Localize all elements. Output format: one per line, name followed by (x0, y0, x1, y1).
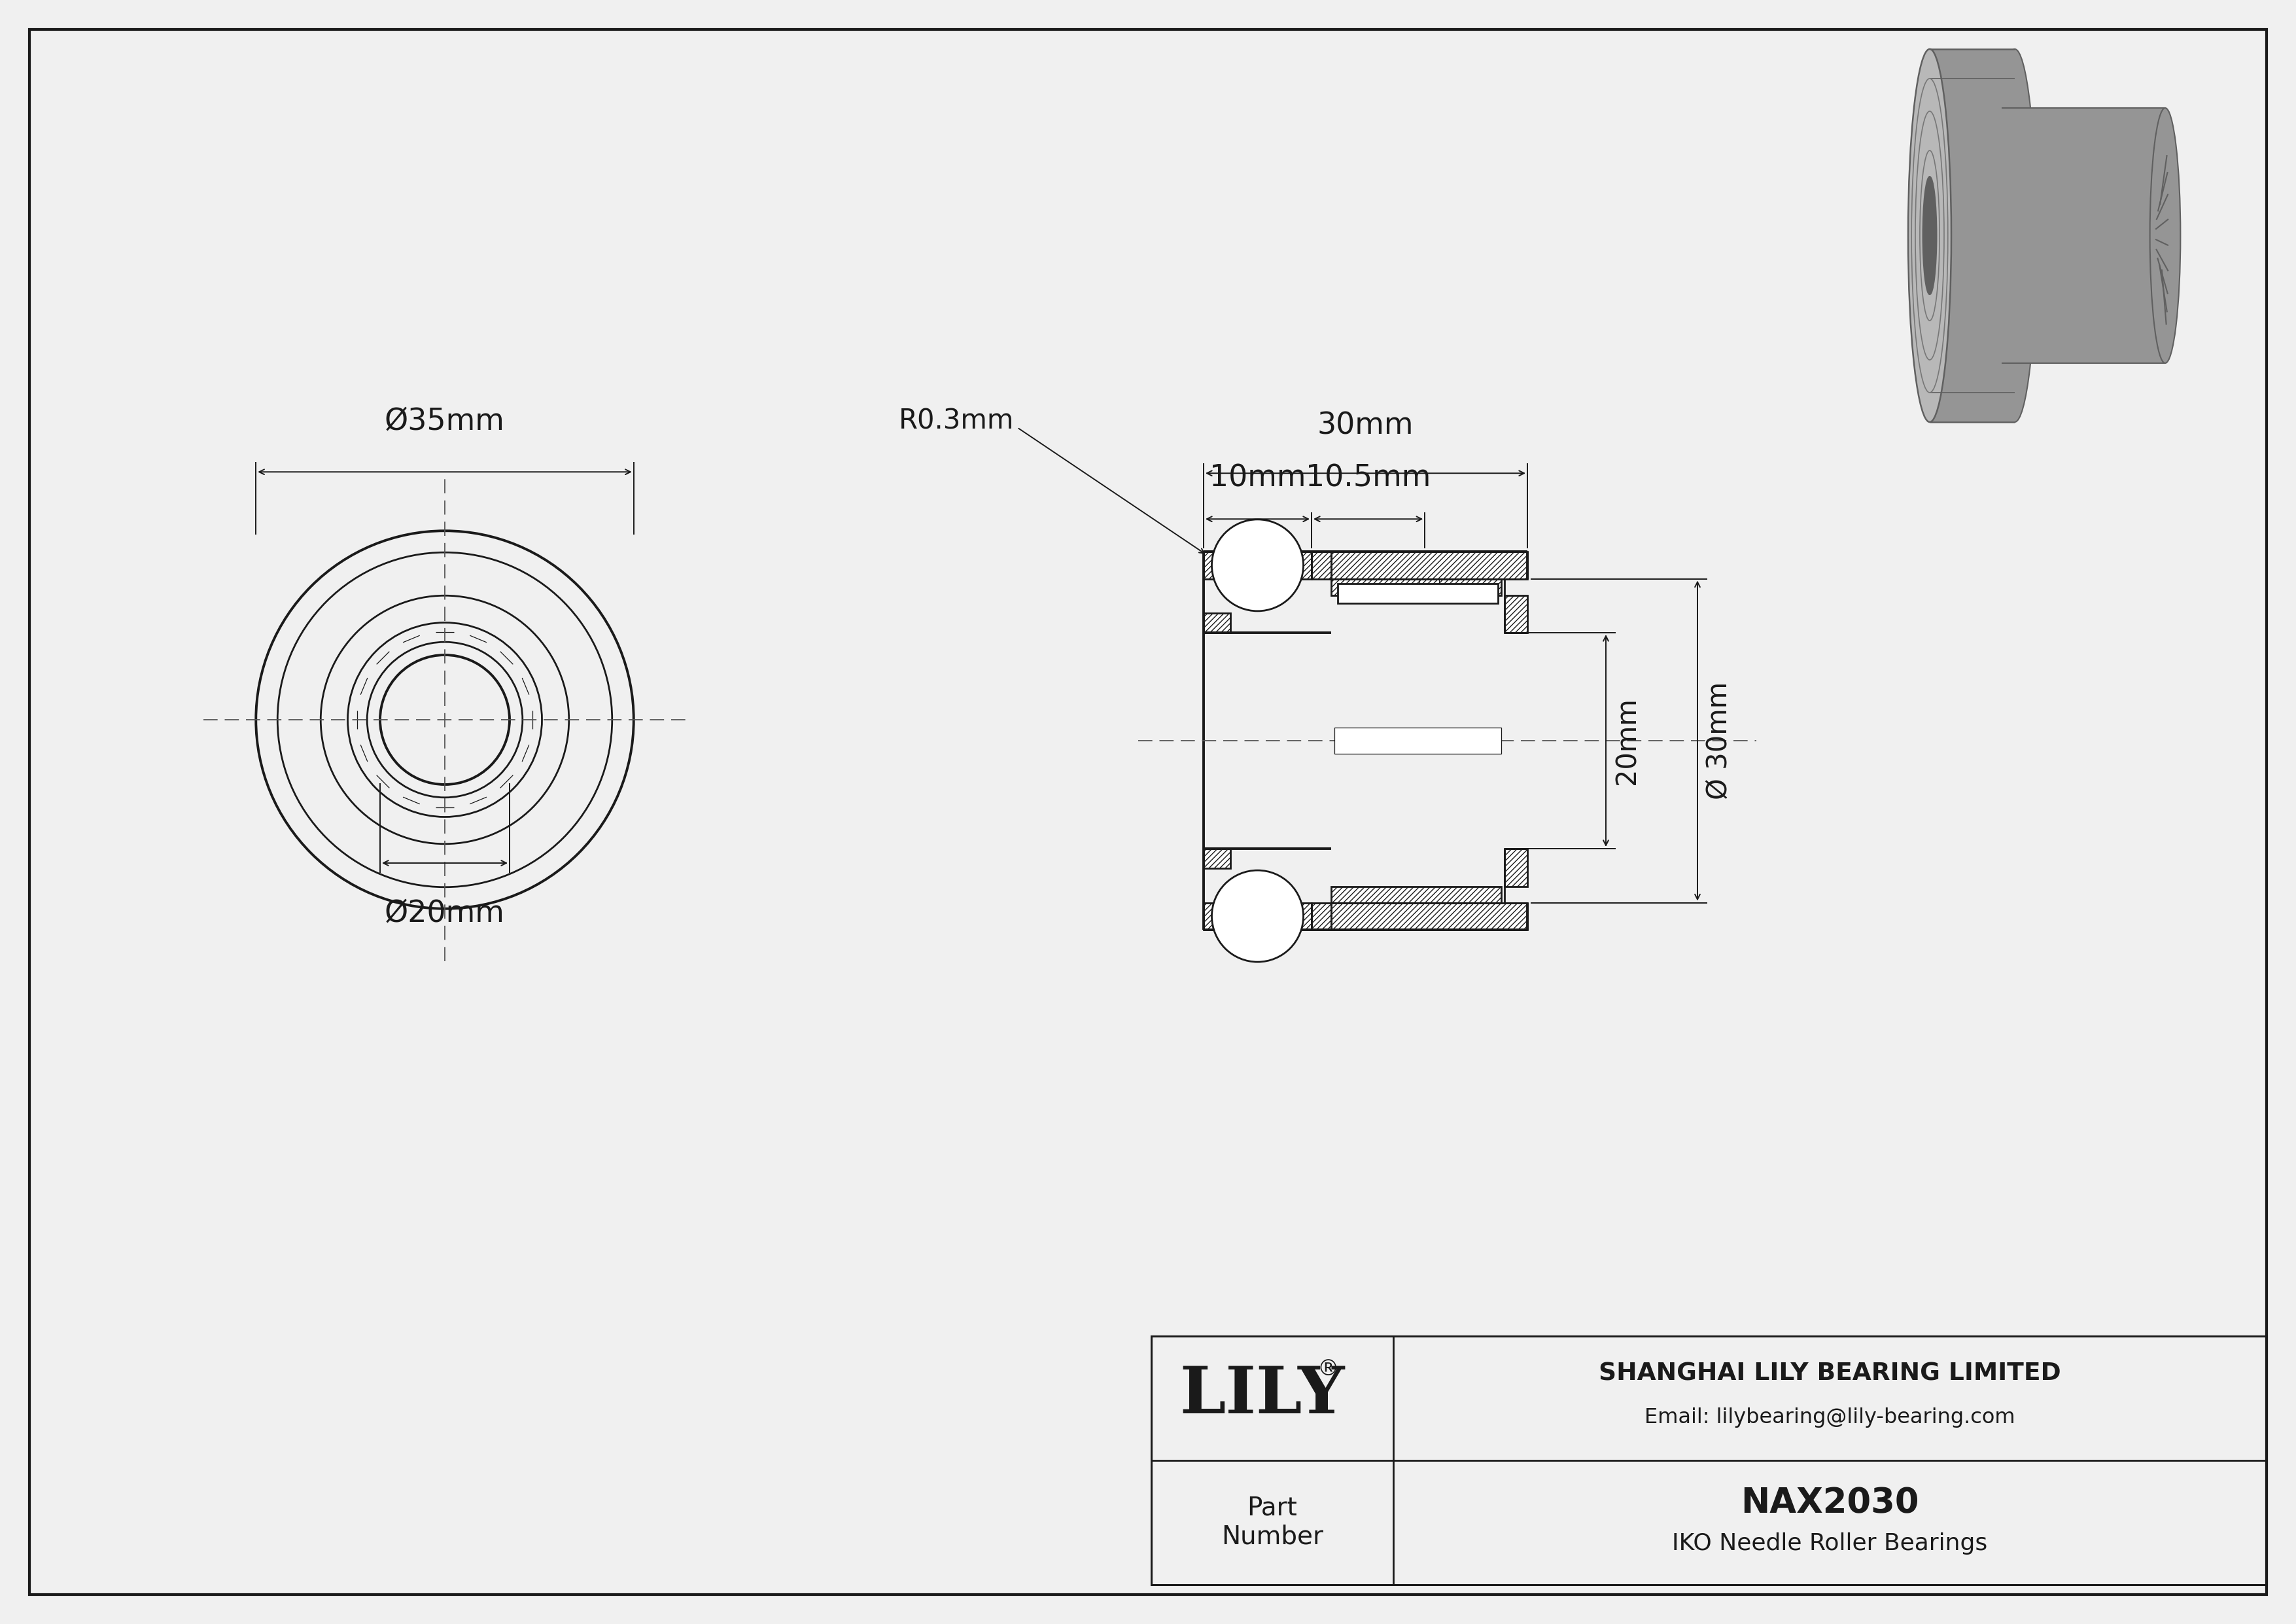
Circle shape (1212, 520, 1304, 611)
Bar (1311, 903, 1332, 929)
Bar (1332, 887, 1502, 903)
Text: SHANGHAI LILY BEARING LIMITED: SHANGHAI LILY BEARING LIMITED (1598, 1361, 2062, 1385)
Bar (1504, 849, 1527, 887)
Bar (1203, 552, 1311, 578)
Ellipse shape (2149, 107, 2181, 364)
Ellipse shape (1908, 49, 1952, 422)
Bar (1504, 849, 1527, 887)
Circle shape (1212, 870, 1304, 961)
Bar (1311, 903, 1332, 929)
Bar (1203, 614, 1231, 633)
Text: ®: ® (1318, 1358, 1339, 1380)
Ellipse shape (1993, 49, 2037, 422)
Text: NAX2030: NAX2030 (1740, 1486, 1919, 1520)
Text: LILY: LILY (1180, 1363, 1345, 1427)
Bar (1332, 903, 1527, 929)
Text: Ø35mm: Ø35mm (386, 406, 505, 435)
Text: R0.3mm: R0.3mm (898, 408, 1015, 435)
Text: Email: lilybearing@lily-bearing.com: Email: lilybearing@lily-bearing.com (1644, 1408, 2016, 1427)
Bar (1332, 552, 1527, 578)
Bar (1504, 594, 1527, 633)
Bar (1203, 614, 1231, 633)
Text: Ø 30mm: Ø 30mm (1706, 682, 1733, 799)
Bar (1311, 552, 1332, 578)
Ellipse shape (1922, 177, 1936, 294)
Text: IKO Needle Roller Bearings: IKO Needle Roller Bearings (1671, 1533, 1988, 1554)
Bar (1332, 887, 1502, 903)
Bar (1203, 903, 1311, 929)
Text: Ø20mm: Ø20mm (386, 900, 505, 929)
Bar (1311, 552, 1332, 578)
Bar (1203, 903, 1311, 929)
Text: 10mm: 10mm (1210, 463, 1306, 492)
Bar (1150, 1337, 2266, 1585)
Bar (1504, 594, 1527, 633)
Bar (1203, 552, 1311, 578)
Bar (1334, 728, 1502, 754)
Bar (1339, 583, 1497, 603)
Bar (1929, 49, 2014, 422)
Text: 20mm: 20mm (1614, 697, 1642, 784)
Text: 10.5mm: 10.5mm (1306, 463, 1430, 492)
Bar (1332, 552, 1527, 578)
Text: 30mm: 30mm (1318, 411, 1414, 440)
Bar (1332, 903, 1527, 929)
Bar (1203, 849, 1231, 869)
Bar (1332, 578, 1502, 594)
Bar (1203, 849, 1231, 869)
Bar (1332, 578, 1502, 594)
Bar (2002, 107, 2165, 364)
Text: Part
Number: Part Number (1221, 1496, 1322, 1549)
